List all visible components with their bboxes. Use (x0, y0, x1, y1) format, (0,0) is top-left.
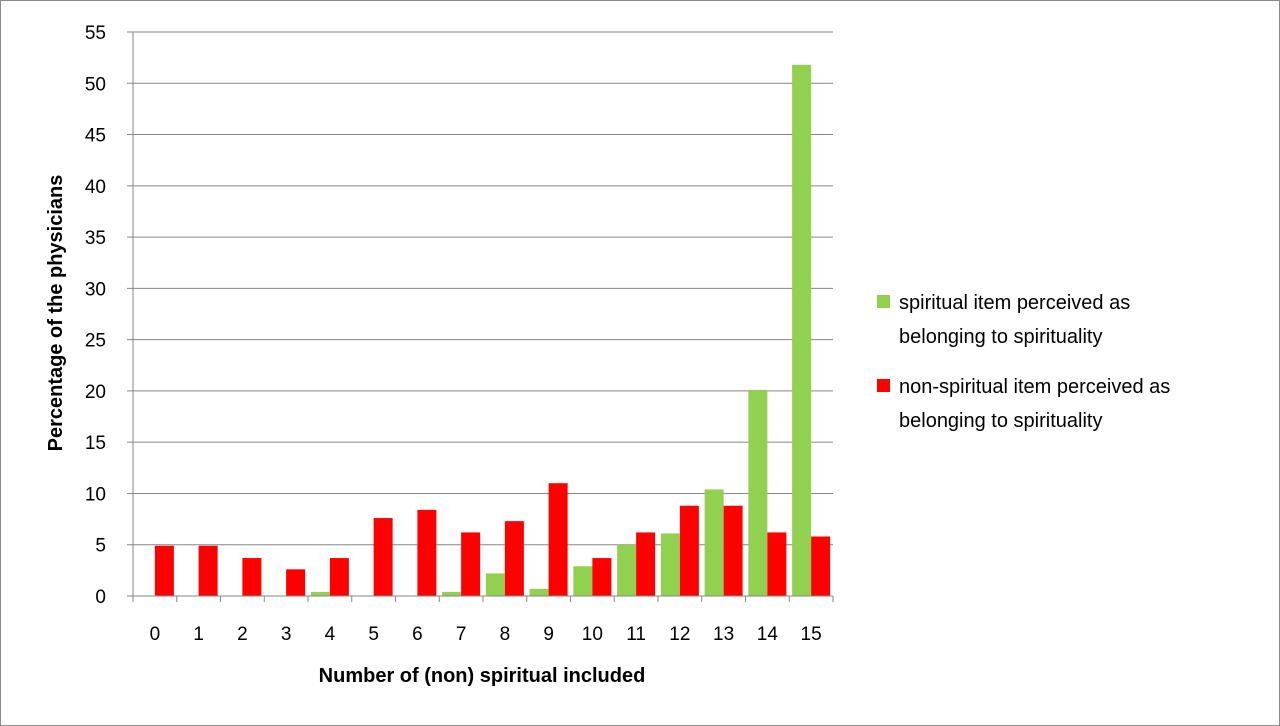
y-tick-label: 15 (85, 433, 106, 454)
x-tick-labels: 0 1 2 3 4 5 6 7 8 9 10 11 12 13 14 15 (150, 624, 822, 645)
bar-spiritual (310, 591, 330, 596)
y-tick-labels: 0 5 10 15 20 25 30 35 40 45 50 55 (85, 23, 106, 608)
bar-non-spiritual (373, 518, 393, 596)
x-tick-label: 3 (281, 624, 292, 645)
y-tick-label: 0 (95, 587, 106, 608)
bar-non-spiritual (548, 483, 568, 596)
bar-spiritual (442, 591, 462, 596)
bar-non-spiritual (154, 545, 174, 596)
x-tick-label: 0 (150, 624, 161, 645)
bar-non-spiritual (329, 558, 349, 596)
bar-non-spiritual (679, 505, 699, 596)
bar-non-spiritual (504, 521, 524, 596)
x-tick-label: 6 (412, 624, 423, 645)
x-tick-label: 7 (456, 624, 467, 645)
bar-non-spiritual (723, 505, 743, 596)
bar-non-spiritual (767, 532, 787, 596)
x-axis-title: Number of (non) spiritual included (319, 665, 646, 687)
legend-label: non-spiritual item perceived as (899, 376, 1170, 398)
axes (127, 31, 834, 602)
x-tick-label: 9 (543, 624, 554, 645)
x-tick-label: 8 (500, 624, 511, 645)
bars (154, 64, 831, 596)
bar-spiritual (617, 544, 637, 596)
bar-non-spiritual (461, 532, 481, 596)
y-tick-label: 50 (85, 74, 106, 95)
y-tick-label: 55 (85, 23, 106, 44)
bar-spiritual (792, 64, 812, 596)
x-tick-label: 12 (669, 624, 690, 645)
x-tick-label: 2 (237, 624, 248, 645)
bar-spiritual (748, 389, 768, 596)
bar-spiritual (573, 566, 593, 596)
gridlines (133, 31, 833, 546)
y-tick-label: 35 (85, 228, 106, 249)
x-tick-label: 14 (757, 624, 779, 645)
legend-label: spiritual item perceived as (899, 292, 1130, 314)
bar-non-spiritual (286, 569, 306, 596)
legend-swatch (877, 379, 890, 392)
bar-spiritual (704, 489, 724, 596)
y-tick-label: 45 (85, 126, 106, 147)
bar-non-spiritual (417, 509, 437, 596)
legend-swatch (877, 295, 890, 308)
x-tick-label: 11 (626, 624, 646, 645)
y-axis-title: Percentage of the physicians (45, 175, 67, 452)
bar-non-spiritual (242, 558, 262, 596)
legend-label: belonging to spirituality (899, 410, 1102, 432)
y-tick-label: 20 (85, 382, 106, 403)
x-tick-label: 4 (325, 624, 336, 645)
x-tick-label: 5 (368, 624, 379, 645)
y-tick-label: 40 (85, 177, 106, 198)
bar-spiritual (660, 533, 680, 596)
legend: spiritual item perceived as belonging to … (877, 292, 1170, 432)
x-tick-label: 1 (193, 624, 204, 645)
bar-spiritual (529, 588, 549, 596)
y-tick-label: 10 (85, 484, 106, 505)
y-tick-label: 5 (95, 536, 106, 557)
bar-non-spiritual (592, 558, 612, 596)
bar-non-spiritual (636, 532, 656, 596)
y-tick-label: 30 (85, 279, 106, 300)
y-tick-label: 25 (85, 331, 106, 352)
x-tick-label: 13 (713, 624, 734, 645)
x-tick-label: 15 (801, 624, 822, 645)
legend-label: belonging to spirituality (899, 326, 1102, 348)
bar-non-spiritual (198, 545, 218, 596)
bar-non-spiritual (811, 536, 831, 596)
bar-spiritual (485, 573, 505, 596)
x-tick-label: 10 (582, 624, 603, 645)
